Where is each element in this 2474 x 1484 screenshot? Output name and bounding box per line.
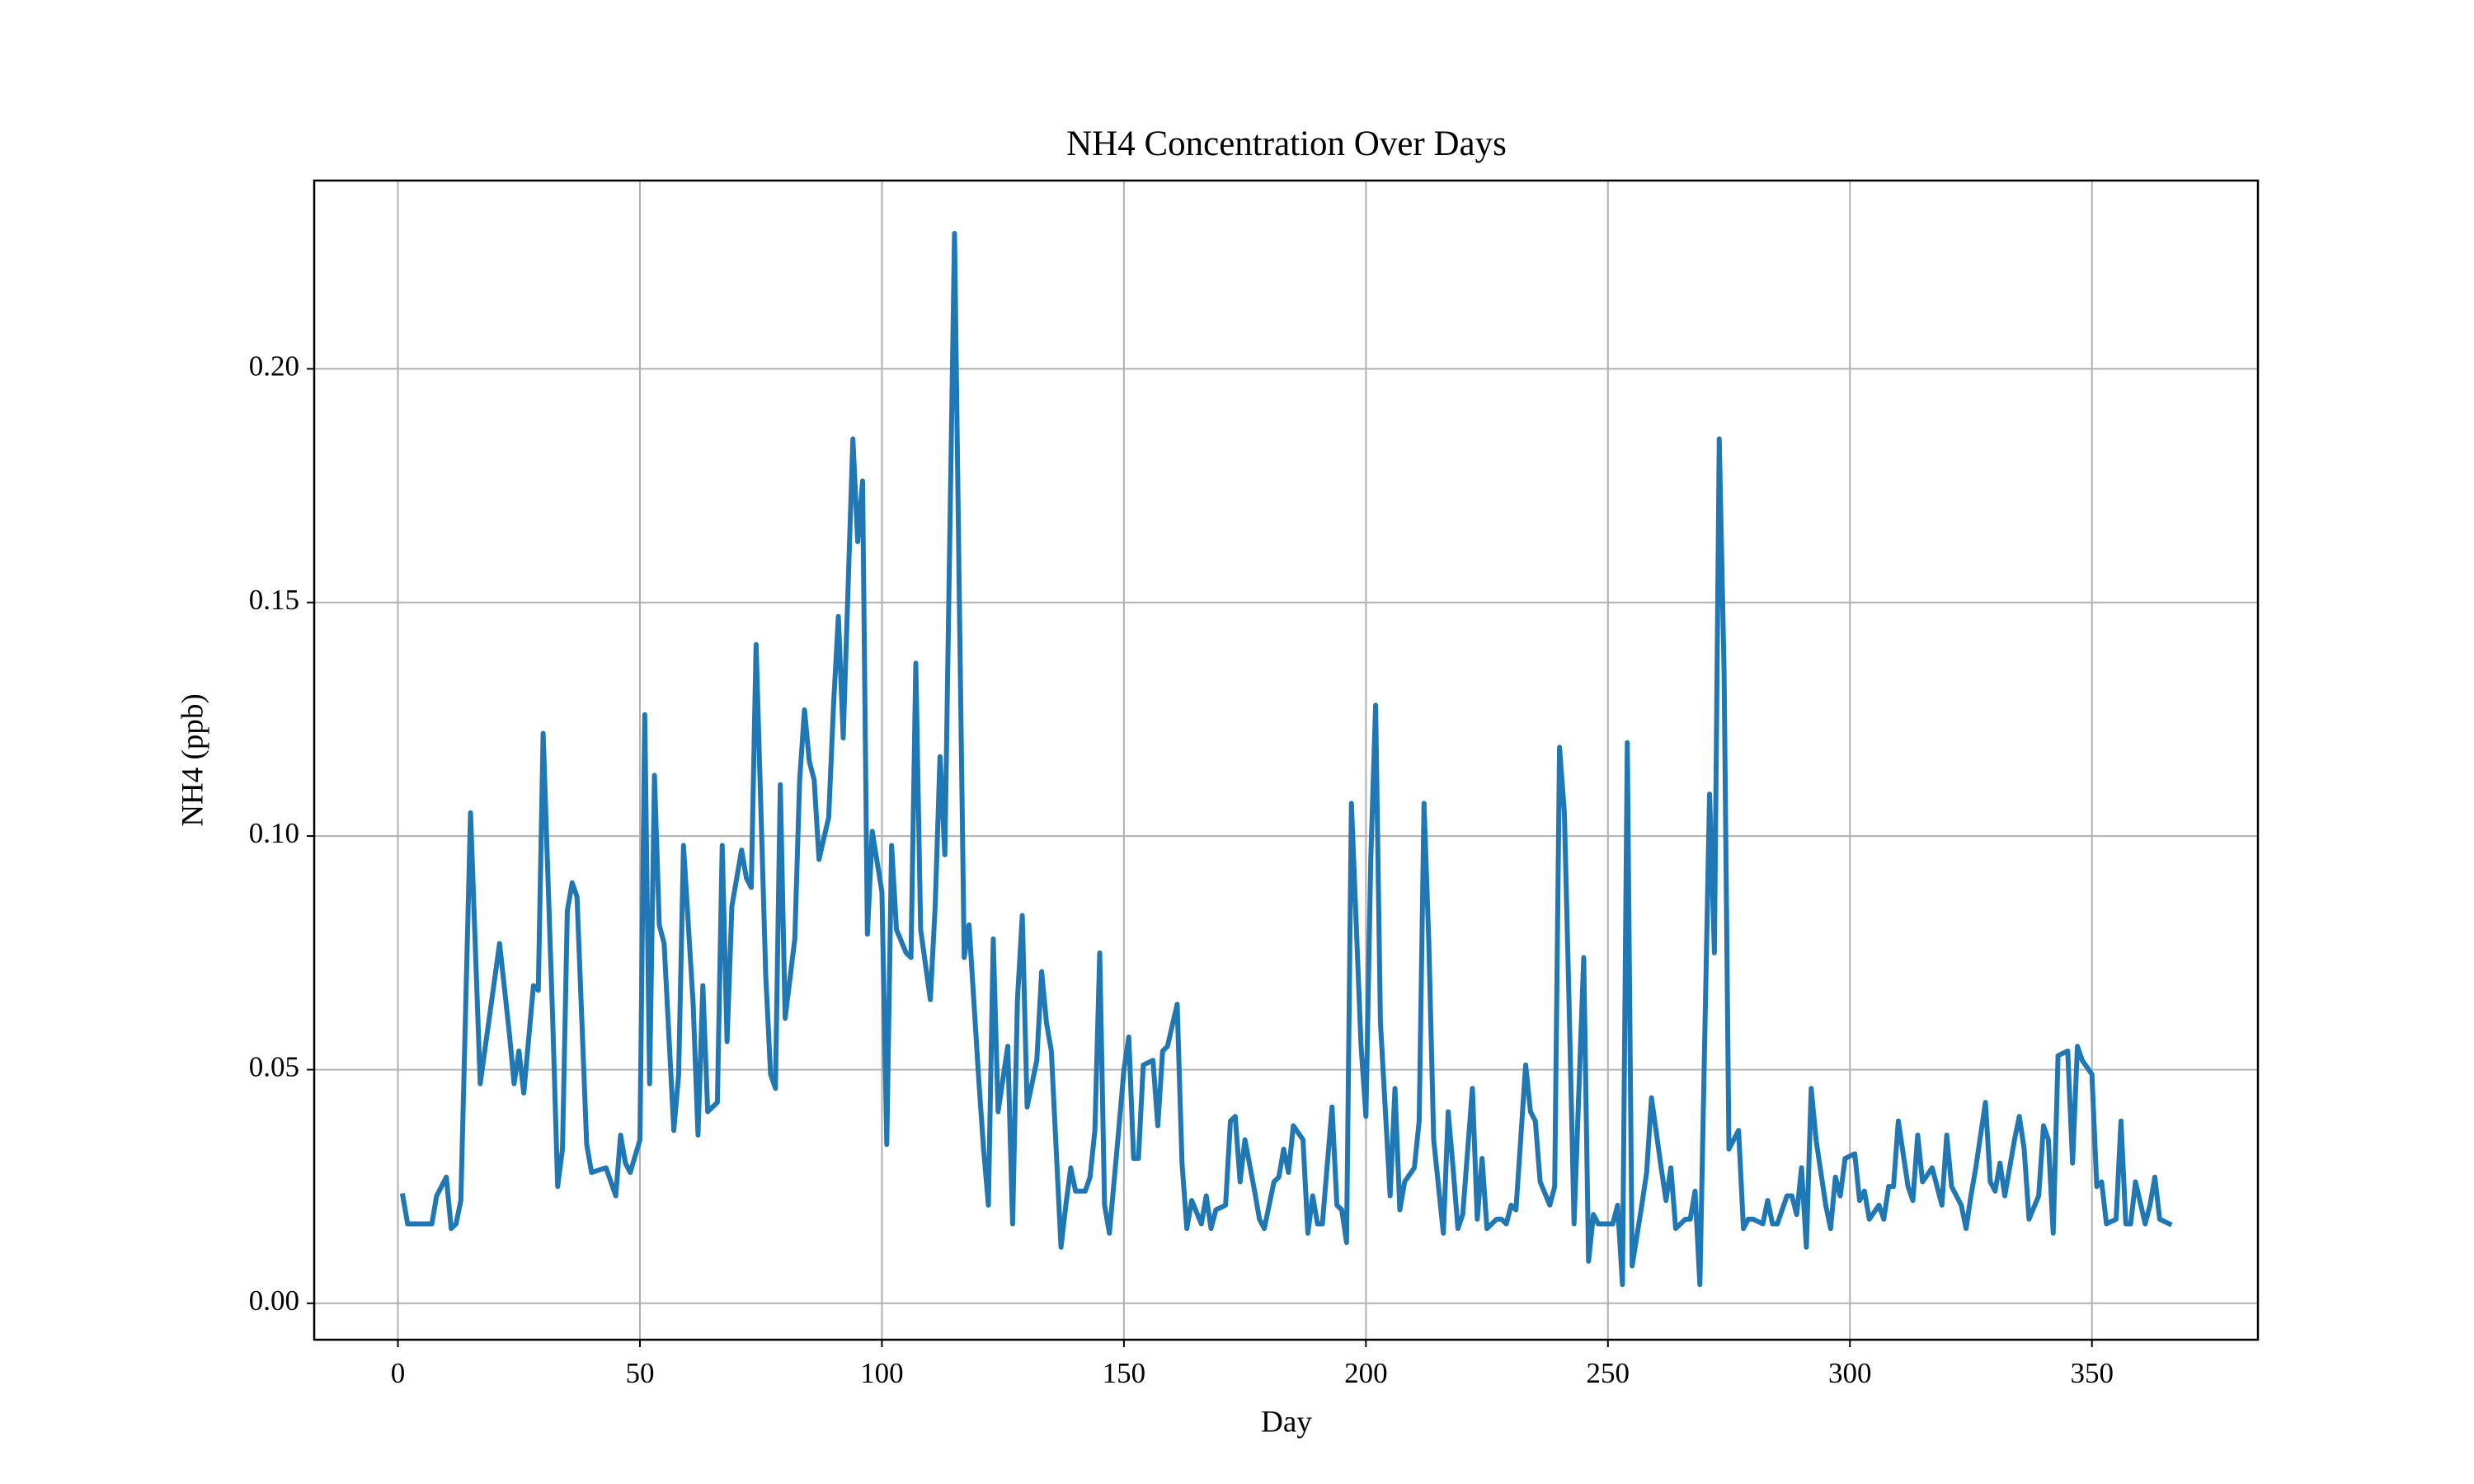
y-tick-label: 0.05 xyxy=(249,1050,299,1082)
x-axis-label: Day xyxy=(1261,1405,1312,1439)
data-line xyxy=(399,231,2173,1288)
x-tick-label: 300 xyxy=(1828,1357,1872,1389)
x-tick-label: 100 xyxy=(860,1357,904,1389)
x-tick-label: 150 xyxy=(1103,1357,1146,1389)
x-tick-label: 350 xyxy=(2070,1357,2114,1389)
plot-frame xyxy=(313,179,2260,1341)
y-tick-label: 0.20 xyxy=(249,350,299,382)
x-tick-label: 50 xyxy=(625,1357,654,1389)
y-tick-label: 0.00 xyxy=(249,1284,299,1317)
x-tick-label: 200 xyxy=(1344,1357,1388,1389)
x-tick-label: 250 xyxy=(1587,1357,1630,1389)
y-tick-label: 0.10 xyxy=(249,817,299,849)
y-tick-label: 0.15 xyxy=(249,584,299,616)
chart-title: NH4 Concentration Over Days xyxy=(1066,124,1507,163)
x-tick-label: 0 xyxy=(391,1357,406,1389)
y-axis-label: NH4 (ppb) xyxy=(176,693,209,826)
